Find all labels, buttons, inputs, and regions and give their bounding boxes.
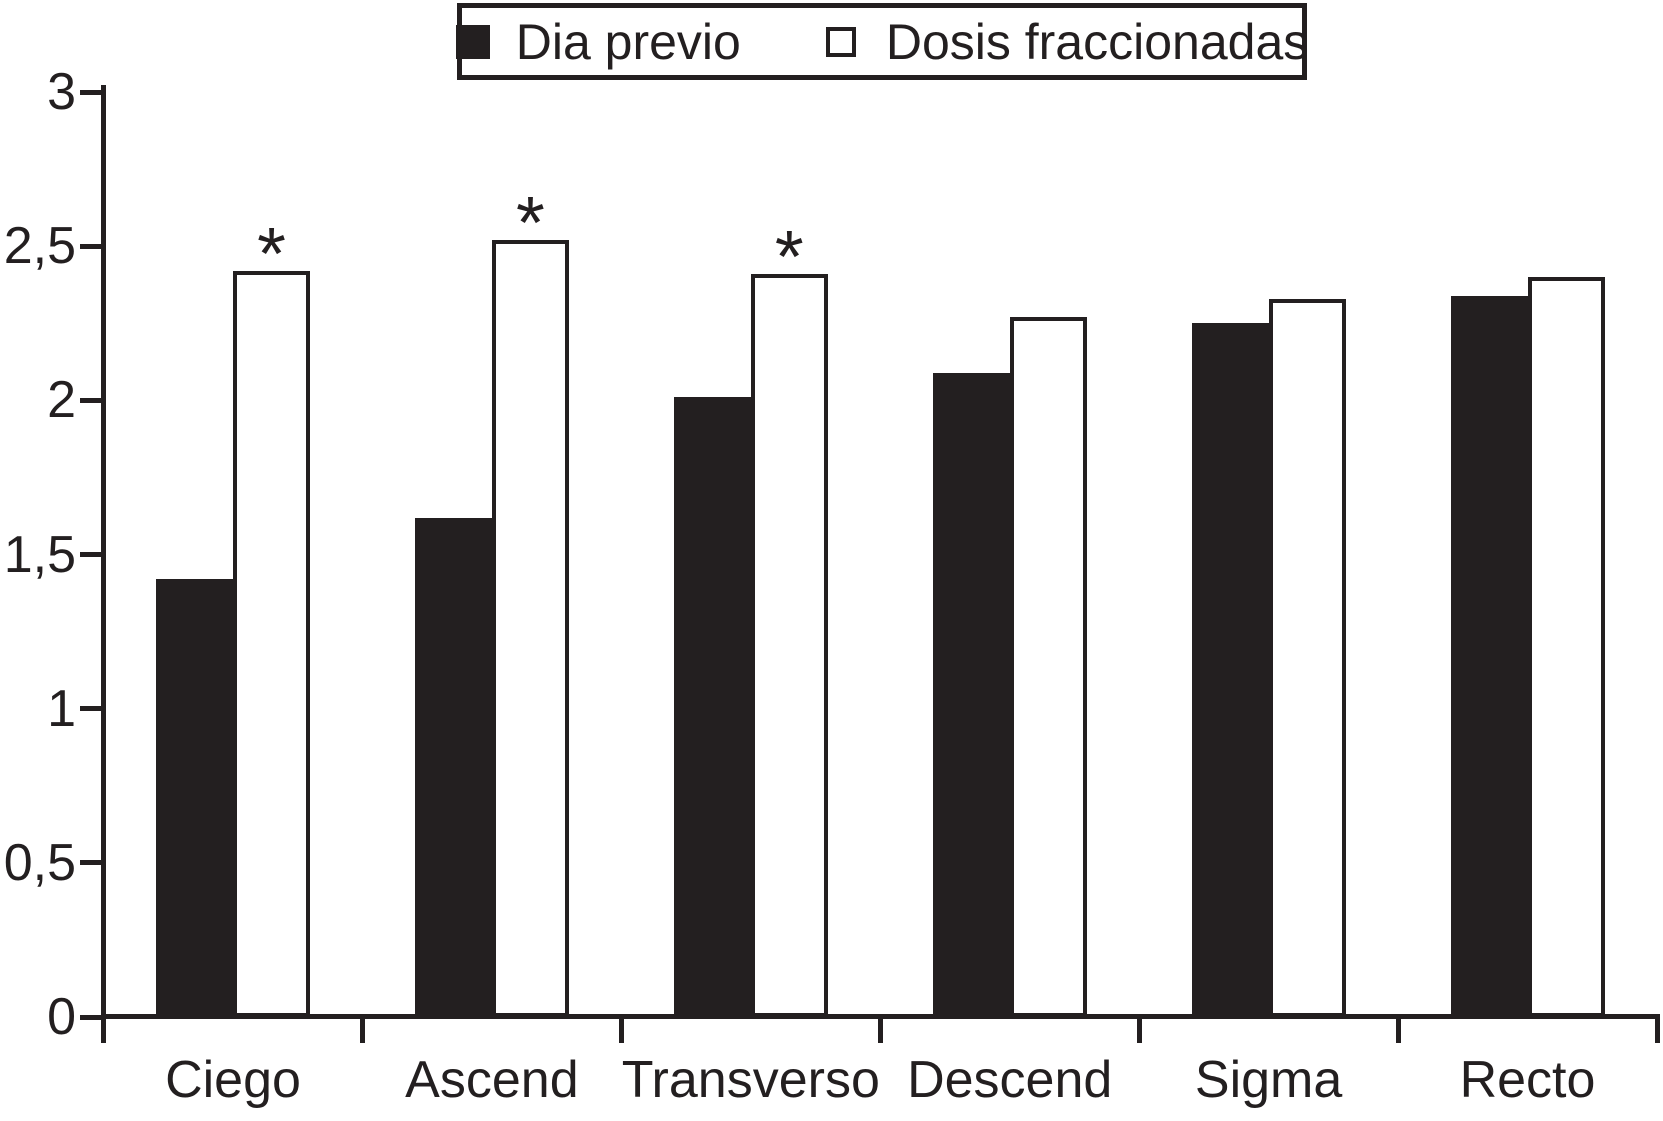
y-tick: [80, 89, 103, 95]
x-tick: [618, 1014, 624, 1043]
bar-dosis-fraccionadas-ciego: [233, 270, 310, 1017]
x-label-transverso: Transverso: [621, 1051, 880, 1109]
x-tick: [101, 1014, 106, 1043]
y-tick-label: 1: [47, 679, 76, 738]
y-tick: [80, 860, 103, 866]
y-tick-label: 0,5: [3, 833, 76, 892]
y-tick-label: 3: [47, 63, 76, 121]
x-tick: [359, 1014, 365, 1043]
x-label-descend: Descend: [907, 1051, 1113, 1109]
significance-asterisk: *: [774, 214, 804, 298]
x-label-ascend: Ascend: [405, 1051, 579, 1109]
bar-dosis-fraccionadas-recto: [1527, 277, 1605, 1017]
x-label-sigma: Sigma: [1194, 1051, 1343, 1109]
bar-dia-previo-ascend: [414, 517, 492, 1017]
bar-dia-previo-descend: [932, 372, 1010, 1017]
legend-label-dosis-fraccionadas: Dosis fraccionadas: [885, 13, 1309, 70]
y-tick-label: 1,5: [3, 525, 76, 584]
y-tick: [80, 706, 103, 712]
legend-label-dia-previo: Dia previo: [515, 13, 741, 70]
y-tick: [80, 397, 103, 403]
significance-asterisk: *: [515, 181, 545, 264]
significance-asterisk: *: [257, 211, 286, 295]
x-tick: [1654, 1014, 1660, 1043]
bar-dosis-fraccionadas-transverso: [750, 273, 828, 1017]
bar-dosis-fraccionadas-sigma: [1268, 298, 1346, 1017]
y-tick: [80, 1014, 103, 1020]
x-tick: [877, 1014, 883, 1043]
open-square-icon: [825, 26, 856, 57]
y-tick: [80, 552, 103, 557]
bar-dia-previo-sigma: [1191, 323, 1269, 1018]
bar-dosis-fraccionadas-ascend: [491, 240, 569, 1017]
x-label-ciego: Ciego: [165, 1051, 301, 1109]
filled-square-icon: [455, 24, 490, 59]
x-tick: [1136, 1014, 1142, 1043]
y-tick-label: 2: [47, 371, 76, 430]
chart-legend: Dia previo Dosis fraccionadas: [455, 3, 1309, 80]
bar-dosis-fraccionadas-descend: [1009, 317, 1087, 1017]
y-axis: [101, 85, 106, 1042]
bar-dia-previo-ciego: [156, 579, 233, 1017]
bar-dia-previo-transverso: [673, 397, 751, 1017]
x-tick: [1395, 1014, 1401, 1043]
legend-item-dia-previo: Dia previo: [455, 13, 741, 70]
y-tick: [80, 243, 103, 249]
legend-item-dosis-fraccionadas: Dosis fraccionadas: [825, 13, 1309, 70]
x-label-recto: Recto: [1459, 1051, 1596, 1109]
y-tick-label: 2,5: [3, 217, 76, 276]
y-tick-label: 0: [47, 988, 76, 1046]
bar-dia-previo-recto: [1450, 295, 1528, 1017]
